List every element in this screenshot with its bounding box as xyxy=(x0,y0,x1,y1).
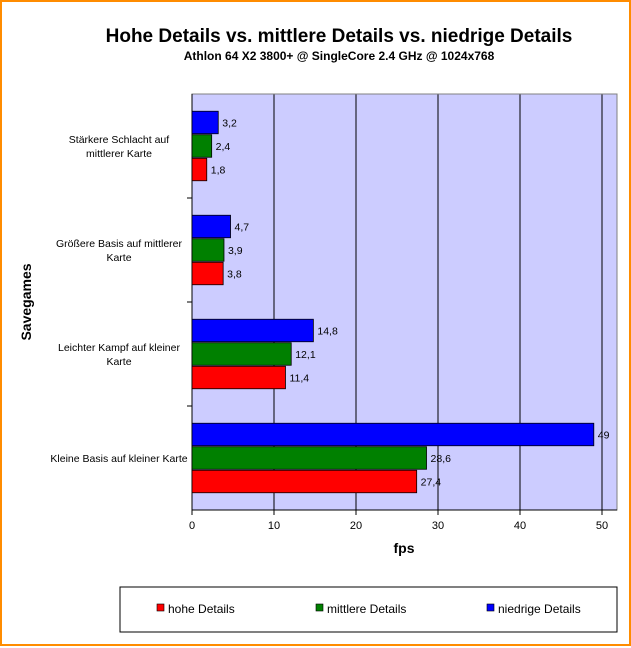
data-label: 4,7 xyxy=(235,222,250,234)
data-label: 3,9 xyxy=(228,245,243,257)
legend-swatch xyxy=(156,603,165,612)
bar xyxy=(191,238,225,262)
data-label: 1,8 xyxy=(211,165,226,177)
data-label: 12,1 xyxy=(295,349,316,361)
data-label: 3,8 xyxy=(227,269,242,281)
bar xyxy=(191,110,219,135)
bar xyxy=(191,446,427,470)
bar xyxy=(191,469,418,494)
plot-area: 0 10 20 30 40 50 3,2 2,4 1,8 Stärkere Schlacht au… xyxy=(50,93,618,532)
x-tick-label: 30 xyxy=(432,520,444,532)
x-tick-label: 0 xyxy=(189,520,195,532)
legend-label: hohe Details xyxy=(168,602,235,616)
category-label: Stärkere Schlacht auf mittlerer Karte xyxy=(69,134,169,160)
legend-label: niedrige Details xyxy=(498,602,581,616)
chart-subtitle: Athlon 64 X2 3800+ @ SingleCore 2.4 GHz … xyxy=(184,49,495,63)
data-label: 14,8 xyxy=(317,326,338,338)
legend-swatch xyxy=(315,603,324,612)
data-label: 2,4 xyxy=(216,141,231,153)
bar xyxy=(191,422,595,447)
legend-label: mittlere Details xyxy=(327,602,406,616)
data-label: 11,4 xyxy=(289,373,309,385)
x-tick-label: 50 xyxy=(596,520,608,532)
data-label: 28,6 xyxy=(431,453,452,465)
bar xyxy=(191,214,231,239)
bar xyxy=(191,365,286,390)
legend-box xyxy=(119,586,618,633)
x-tick-label: 20 xyxy=(350,520,362,532)
legend: hohe Details mittlere Details niedrige Det… xyxy=(119,586,618,633)
data-label: 49 xyxy=(598,430,610,442)
x-tick-label: 10 xyxy=(268,520,280,532)
data-label: 27,4 xyxy=(421,477,442,489)
legend-swatch xyxy=(486,603,495,612)
x-axis-title: fps xyxy=(394,540,415,556)
y-axis-title: Savegames xyxy=(18,263,34,340)
category-label: Kleine Basis auf kleiner Karte xyxy=(50,453,187,465)
chart-title: Hohe Details vs. mittlere Details vs. ni… xyxy=(106,26,573,47)
bar xyxy=(191,134,213,158)
category-label: Leichter Kampf auf kleiner Karte xyxy=(58,342,180,368)
category-label: Größere Basis auf mittlerer Karte xyxy=(56,238,183,264)
bar xyxy=(191,342,292,366)
bar xyxy=(191,261,224,286)
data-label: 3,2 xyxy=(222,118,237,130)
bar xyxy=(191,318,314,343)
bar xyxy=(191,157,208,182)
x-tick-label: 40 xyxy=(514,520,526,532)
